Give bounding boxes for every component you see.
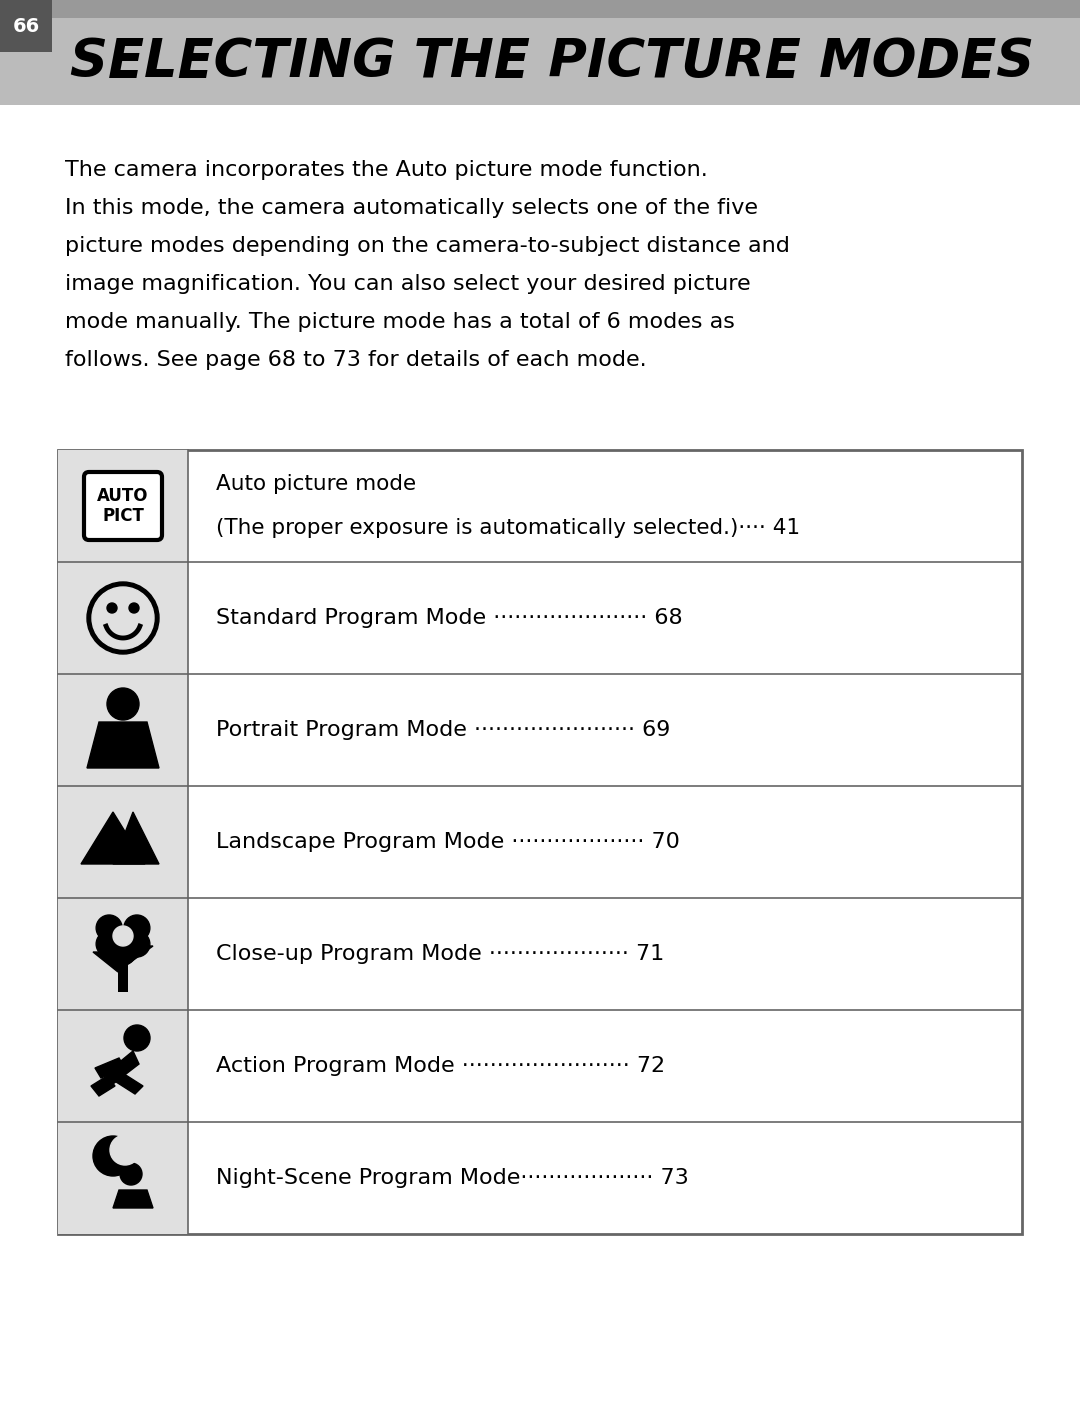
Bar — [58, 450, 1022, 1234]
Polygon shape — [113, 1072, 143, 1095]
Text: Landscape Program Mode ··················· 70: Landscape Program Mode ·················… — [216, 832, 680, 852]
Bar — [58, 674, 188, 786]
Polygon shape — [93, 952, 118, 972]
Bar — [58, 1010, 188, 1122]
Text: AUTO: AUTO — [97, 487, 149, 505]
Text: picture modes depending on the camera-to-subject distance and: picture modes depending on the camera-to… — [65, 235, 789, 255]
Bar — [58, 786, 188, 898]
Text: PICT: PICT — [103, 507, 144, 525]
Bar — [0, 19, 1080, 106]
Text: Auto picture mode: Auto picture mode — [216, 474, 416, 494]
Circle shape — [124, 915, 150, 940]
Polygon shape — [95, 1057, 125, 1077]
Text: Close-up Program Mode ···················· 71: Close-up Program Mode ··················… — [216, 945, 664, 965]
Circle shape — [124, 930, 150, 958]
Polygon shape — [113, 1190, 153, 1209]
Polygon shape — [105, 1052, 139, 1085]
Circle shape — [120, 1163, 141, 1184]
Circle shape — [93, 1136, 133, 1176]
Bar — [58, 450, 188, 562]
Bar — [0, 0, 52, 51]
Text: 66: 66 — [12, 17, 40, 36]
Bar — [58, 1122, 188, 1234]
Circle shape — [96, 915, 122, 940]
Text: mode manually. The picture mode has a total of 6 modes as: mode manually. The picture mode has a to… — [65, 313, 734, 332]
Circle shape — [129, 604, 139, 614]
Text: In this mode, the camera automatically selects one of the five: In this mode, the camera automatically s… — [65, 198, 758, 218]
Text: Portrait Program Mode ······················· 69: Portrait Program Mode ··················… — [216, 721, 671, 741]
Circle shape — [113, 926, 133, 946]
Polygon shape — [91, 1076, 114, 1096]
Text: image magnification. You can also select your desired picture: image magnification. You can also select… — [65, 274, 751, 294]
Circle shape — [96, 930, 122, 958]
Circle shape — [110, 939, 136, 965]
Circle shape — [110, 1134, 140, 1164]
Circle shape — [87, 582, 159, 654]
Polygon shape — [129, 946, 153, 965]
Text: Action Program Mode ························ 72: Action Program Mode ····················… — [216, 1056, 665, 1076]
Circle shape — [92, 586, 154, 649]
Bar — [0, 51, 52, 106]
Text: follows. See page 68 to 73 for details of each mode.: follows. See page 68 to 73 for details o… — [65, 350, 647, 370]
Text: (The proper exposure is automatically selected.)···· 41: (The proper exposure is automatically se… — [216, 518, 800, 538]
FancyBboxPatch shape — [84, 472, 162, 539]
Bar — [118, 955, 129, 992]
Circle shape — [107, 604, 117, 614]
Bar — [0, 0, 1080, 19]
Polygon shape — [87, 722, 159, 768]
Text: The camera incorporates the Auto picture mode function.: The camera incorporates the Auto picture… — [65, 160, 707, 180]
Circle shape — [107, 688, 139, 721]
Polygon shape — [113, 812, 159, 863]
Bar — [58, 898, 188, 1010]
Polygon shape — [81, 812, 145, 863]
Text: Night-Scene Program Mode··················· 73: Night-Scene Program Mode················… — [216, 1169, 689, 1189]
Circle shape — [124, 1025, 150, 1052]
Bar — [58, 562, 188, 674]
Text: SELECTING THE PICTURE MODES: SELECTING THE PICTURE MODES — [70, 36, 1035, 88]
Text: Standard Program Mode ······················ 68: Standard Program Mode ··················… — [216, 608, 683, 628]
